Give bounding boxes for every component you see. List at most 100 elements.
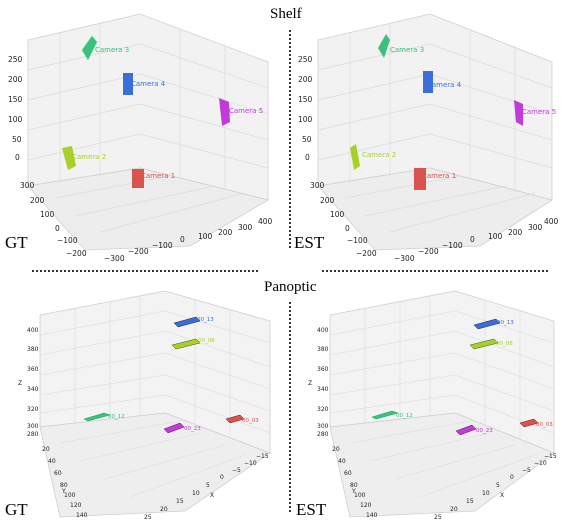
shelf-est-z-tick: 200 — [298, 75, 313, 84]
shelf-est-x-tick: −100 — [442, 241, 463, 250]
panoptic-est-y-tick: 80 — [350, 482, 358, 489]
panoptic-est-y-tick: 20 — [332, 446, 340, 453]
shelf-est-y-tick: 200 — [320, 196, 335, 205]
shelf-gt-x-tick: −300 — [104, 254, 125, 263]
panoptic-gt-z-tick: 280 — [27, 431, 39, 438]
shelf-gt-camera-3-label: Camera 3 — [95, 46, 129, 54]
panoptic-gt-camera-00-13: 00_13 — [173, 316, 214, 328]
panoptic-est-z-tick: 320 — [317, 406, 329, 413]
panoptic-gt-camera-00-12: 00_12 — [83, 412, 125, 422]
top-vertical-divider — [289, 30, 291, 248]
shelf-est-x-tick: −200 — [418, 247, 439, 256]
shelf-est-y-tick: −100 — [347, 236, 368, 245]
panoptic-est-camera-00-13-label: 00_13 — [497, 320, 514, 326]
shelf-gt-camera-5: Camera 5 — [219, 98, 263, 126]
shelf-est-x-tick: −300 — [394, 254, 415, 263]
panoptic-gt-y-tick: 140 — [76, 512, 88, 519]
panoptic-est-y-tick: 100 — [354, 492, 366, 499]
panoptic-est-camera-00-23: 00_23 — [455, 424, 493, 436]
panoptic-est-z-tick: 340 — [317, 386, 329, 393]
shelf-title: Shelf — [270, 6, 302, 22]
shelf-gt-camera-4: Camera 4 — [123, 73, 166, 95]
panoptic-gt-x-tick: −5 — [232, 467, 241, 474]
shelf-gt-plot: 250 200 150 100 50 0 300 200 100 0 −100 … — [0, 10, 284, 265]
shelf-gt-x-tick: 0 — [180, 235, 185, 244]
panoptic-est-camera-00-23-label: 00_23 — [476, 428, 493, 434]
shelf-est-plot: 250 200 150 100 50 0 300 200 100 0 −100 … — [290, 10, 564, 265]
panoptic-est-z-tick: 300 — [317, 423, 329, 430]
panoptic-title: Panoptic — [264, 279, 317, 295]
panoptic-est-y-axis-label: Y — [351, 488, 356, 495]
middle-horizontal-divider-right — [322, 270, 548, 272]
panoptic-gt-camera-00-06-label: 00_06 — [198, 338, 215, 344]
panoptic-est-camera-00-13: 00_13 — [473, 318, 514, 330]
panoptic-gt-z-tick: 360 — [27, 366, 39, 373]
shelf-gt-y-tick: 300 — [20, 181, 35, 190]
shelf-est-z-tick: 100 — [298, 115, 313, 124]
panoptic-est-camera-00-06-label: 00_06 — [496, 341, 513, 347]
panoptic-gt-y-tick: 40 — [48, 458, 56, 465]
panoptic-est-plot: 400 380 360 340 320 300 280 Z 20 40 60 8… — [290, 285, 564, 523]
panoptic-est-z-tick: 380 — [317, 346, 329, 353]
panoptic-est-z-axis-label: Z — [308, 380, 312, 387]
shelf-est-camera-5-label: Camera 5 — [522, 108, 556, 116]
shelf-gt-camera-3: Camera 3 — [81, 35, 129, 62]
shelf-est-x-tick: 0 — [470, 235, 475, 244]
shelf-gt-camera-1: Camera 1 — [132, 169, 175, 188]
panoptic-est-camera-00-06: 00_06 — [469, 338, 513, 350]
panoptic-gt-x-tick: −10 — [244, 460, 257, 467]
shelf-est-camera-3: Camera 3 — [378, 34, 424, 58]
panoptic-gt-camera-00-23-label: 00_23 — [184, 426, 201, 432]
panoptic-est-x-tick: 15 — [466, 498, 474, 505]
panoptic-gt-camera-00-13-label: 00_13 — [197, 317, 214, 323]
shelf-gt-x-tick: 400 — [258, 217, 273, 226]
panoptic-gt-camera-00-03-label: 00_03 — [242, 418, 259, 424]
shelf-est-camera-2-label: Camera 2 — [362, 151, 396, 159]
panoptic-gt-plot: 400 380 360 340 320 300 280 Z 20 40 60 8… — [0, 285, 284, 523]
panoptic-gt-y-tick: 80 — [60, 482, 68, 489]
shelf-est-z-tick: 250 — [298, 55, 313, 64]
panoptic-gt-y-tick: 60 — [54, 470, 62, 477]
shelf-est-camera-1-label: Camera 1 — [422, 172, 456, 180]
panoptic-est-x-tick: −15 — [544, 453, 557, 460]
shelf-est-camera-5: Camera 5 — [514, 100, 556, 126]
panoptic-est-camera-00-12-label: 00_12 — [396, 413, 413, 419]
panoptic-gt-x-axis-label: X — [210, 492, 214, 499]
shelf-est-z-tick: 0 — [305, 153, 310, 162]
panoptic-gt-camera-00-03: 00_03 — [225, 414, 259, 424]
panoptic-gt-x-tick: 5 — [206, 482, 210, 489]
shelf-gt-z-tick: 0 — [15, 153, 20, 162]
shelf-gt-y-tick: 100 — [40, 210, 55, 219]
shelf-gt-x-tick: 200 — [218, 228, 233, 237]
shelf-gt-z-tick: 100 — [8, 115, 23, 124]
panoptic-est-x-tick: −10 — [534, 460, 547, 467]
panoptic-gt-label: GT — [5, 500, 28, 519]
middle-horizontal-divider-left — [32, 270, 258, 272]
shelf-gt-camera-2-label: Camera 2 — [72, 153, 106, 161]
panoptic-gt-z-tick: 400 — [27, 327, 39, 334]
panoptic-est-x-tick: 20 — [450, 506, 458, 513]
shelf-gt-z-tick: 150 — [8, 95, 23, 104]
panoptic-gt-z-tick: 320 — [27, 406, 39, 413]
panoptic-gt-x-tick: −15 — [256, 453, 269, 460]
shelf-gt-y-tick: −200 — [66, 249, 87, 258]
shelf-est-z-tick: 150 — [298, 95, 313, 104]
panoptic-est-x-tick: 25 — [434, 514, 442, 521]
panoptic-gt-camera-00-12-label: 00_12 — [108, 414, 125, 420]
shelf-est-x-tick: 300 — [528, 223, 543, 232]
shelf-est-y-tick: 0 — [345, 224, 350, 233]
panoptic-est-z-tick: 360 — [317, 366, 329, 373]
shelf-est-z-tick: 50 — [302, 135, 312, 144]
panoptic-gt-z-axis-label: Z — [18, 380, 22, 387]
shelf-est-x-tick: 400 — [544, 217, 559, 226]
shelf-gt-y-tick: 200 — [30, 196, 45, 205]
bottom-vertical-divider — [289, 302, 291, 512]
panoptic-gt-camera-00-06: 00_06 — [171, 338, 215, 350]
shelf-est-x-tick: 100 — [488, 232, 503, 241]
shelf-est-y-tick: 100 — [330, 210, 345, 219]
shelf-est-camera-2: Camera 2 — [350, 144, 396, 170]
shelf-gt-camera-5-label: Camera 5 — [229, 107, 263, 115]
shelf-gt-camera-4-label: Camera 4 — [131, 80, 166, 88]
panoptic-gt-y-tick: 100 — [64, 492, 76, 499]
shelf-gt-z-tick: 200 — [8, 75, 23, 84]
